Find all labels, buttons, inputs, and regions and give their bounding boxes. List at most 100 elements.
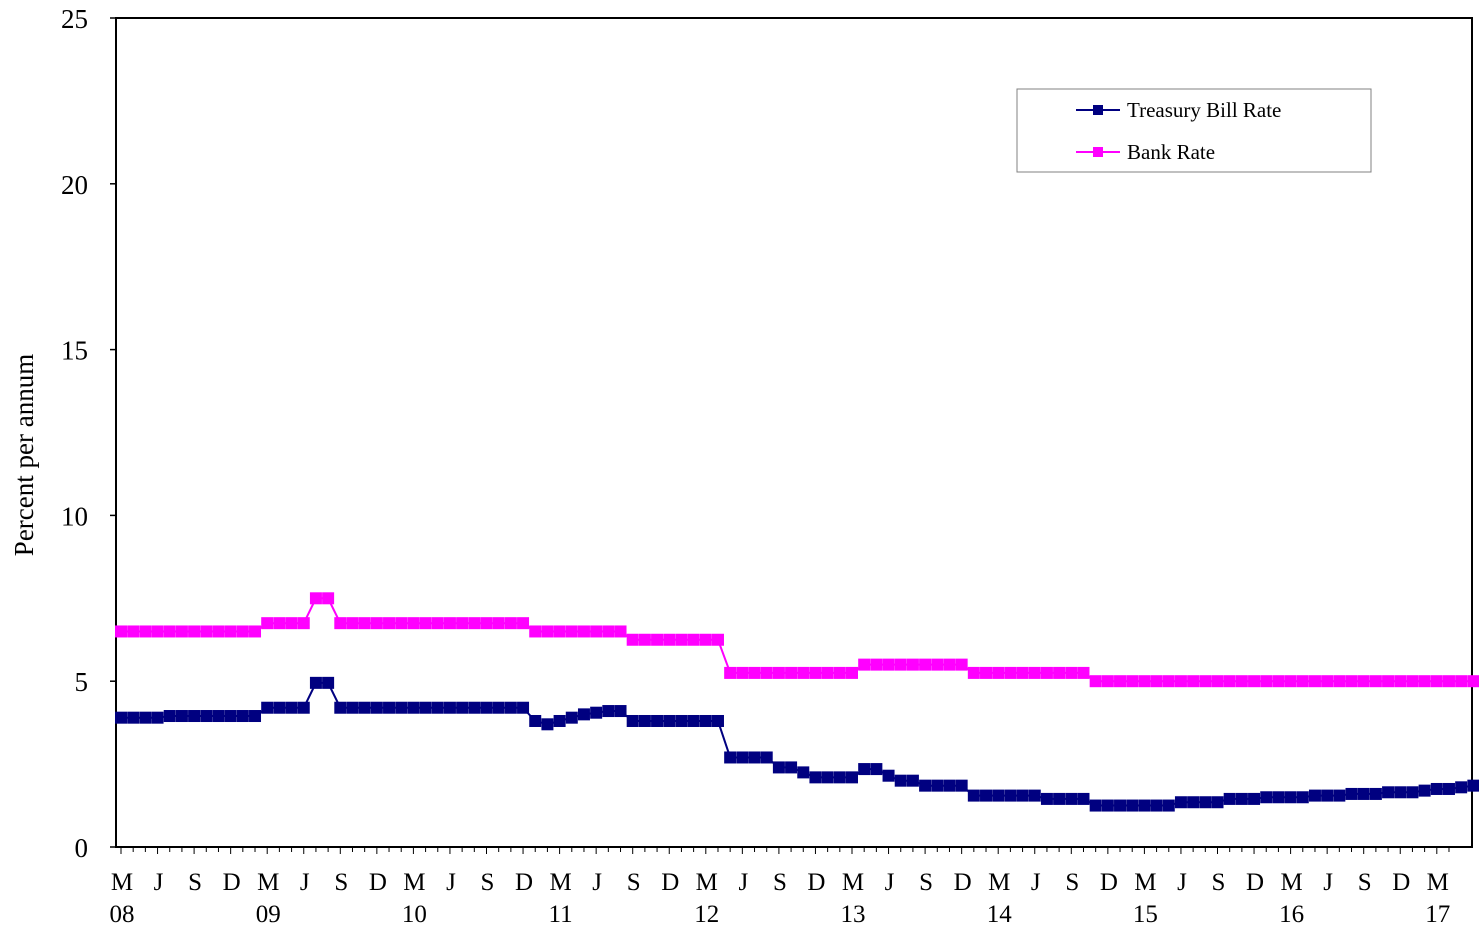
x-tick-label: J — [885, 869, 895, 896]
x-tick-label: S — [919, 869, 933, 896]
data-point-treasury-bill-rate — [188, 710, 201, 723]
x-tick-label: M — [257, 869, 279, 896]
x-tick-label: J — [592, 869, 602, 896]
data-point-bank-rate — [663, 633, 676, 646]
data-point-bank-rate — [687, 633, 700, 646]
x-tick-label: S — [481, 869, 495, 896]
series-points-bank-rate — [115, 592, 1479, 688]
data-point-treasury-bill-rate — [504, 701, 517, 714]
x-tick-label: D — [807, 869, 825, 896]
data-point-treasury-bill-rate — [407, 701, 420, 714]
data-point-bank-rate — [919, 658, 932, 671]
x-tick-label: M — [842, 869, 864, 896]
data-point-treasury-bill-rate — [1150, 799, 1163, 812]
x-year-label: 13 — [841, 901, 866, 928]
data-point-bank-rate — [1272, 675, 1285, 688]
x-tick-label: M — [403, 869, 425, 896]
data-point-treasury-bill-rate — [1406, 786, 1419, 799]
data-point-treasury-bill-rate — [870, 763, 883, 776]
data-point-bank-rate — [724, 666, 737, 679]
data-point-treasury-bill-rate — [1223, 792, 1236, 805]
data-point-bank-rate — [1296, 675, 1309, 688]
data-point-treasury-bill-rate — [833, 771, 846, 784]
data-point-bank-rate — [1101, 675, 1114, 688]
data-point-treasury-bill-rate — [943, 779, 956, 792]
data-point-bank-rate — [1174, 675, 1187, 688]
x-tick-label: D — [223, 869, 241, 896]
data-point-treasury-bill-rate — [175, 710, 188, 723]
data-point-bank-rate — [748, 666, 761, 679]
data-point-treasury-bill-rate — [431, 701, 444, 714]
data-point-treasury-bill-rate — [1467, 779, 1479, 792]
data-point-treasury-bill-rate — [980, 789, 993, 802]
data-point-treasury-bill-rate — [1114, 799, 1127, 812]
data-point-treasury-bill-rate — [139, 711, 152, 724]
x-year-label: 08 — [110, 901, 135, 928]
data-point-bank-rate — [309, 592, 322, 605]
data-point-treasury-bill-rate — [273, 701, 286, 714]
data-point-treasury-bill-rate — [785, 761, 798, 774]
x-tick-label: S — [188, 869, 202, 896]
x-tick-label: M — [696, 869, 718, 896]
data-point-bank-rate — [1114, 675, 1127, 688]
data-point-bank-rate — [760, 666, 773, 679]
data-point-bank-rate — [943, 658, 956, 671]
legend-label-bank-rate: Bank Rate — [1127, 140, 1215, 164]
data-point-bank-rate — [1138, 675, 1151, 688]
data-point-treasury-bill-rate — [748, 751, 761, 764]
data-point-treasury-bill-rate — [724, 751, 737, 764]
data-point-treasury-bill-rate — [322, 676, 335, 689]
data-point-treasury-bill-rate — [687, 714, 700, 727]
y-tick-label: 25 — [61, 4, 88, 34]
data-point-bank-rate — [322, 592, 335, 605]
data-point-bank-rate — [456, 617, 469, 630]
data-point-bank-rate — [833, 666, 846, 679]
data-point-treasury-bill-rate — [1248, 792, 1261, 805]
data-point-bank-rate — [626, 633, 639, 646]
data-point-bank-rate — [1321, 675, 1334, 688]
data-point-bank-rate — [651, 633, 664, 646]
x-tick-label: M — [1280, 869, 1302, 896]
data-point-bank-rate — [1284, 675, 1297, 688]
data-point-treasury-bill-rate — [1308, 789, 1321, 802]
y-tick-label: 5 — [75, 667, 89, 697]
data-point-bank-rate — [1235, 675, 1248, 688]
data-point-bank-rate — [1211, 675, 1224, 688]
data-point-treasury-bill-rate — [443, 701, 456, 714]
x-tick-label: D — [954, 869, 972, 896]
data-point-bank-rate — [1187, 675, 1200, 688]
data-point-bank-rate — [163, 625, 176, 638]
data-point-treasury-bill-rate — [297, 701, 310, 714]
data-point-bank-rate — [139, 625, 152, 638]
data-point-bank-rate — [736, 666, 749, 679]
data-point-bank-rate — [200, 625, 213, 638]
data-point-treasury-bill-rate — [1296, 791, 1309, 804]
legend-marker-bank-rate — [1093, 147, 1103, 157]
x-tick-label: S — [1065, 869, 1079, 896]
data-point-treasury-bill-rate — [309, 676, 322, 689]
data-point-bank-rate — [419, 617, 432, 630]
data-point-bank-rate — [980, 666, 993, 679]
data-point-treasury-bill-rate — [151, 711, 164, 724]
data-point-treasury-bill-rate — [894, 774, 907, 787]
x-tick-label: S — [1358, 869, 1372, 896]
y-tick-label: 15 — [61, 336, 88, 366]
data-point-bank-rate — [346, 617, 359, 630]
x-tick-label: S — [1212, 869, 1226, 896]
data-point-bank-rate — [261, 617, 274, 630]
data-point-treasury-bill-rate — [858, 763, 871, 776]
data-point-bank-rate — [492, 617, 505, 630]
data-point-treasury-bill-rate — [1077, 792, 1090, 805]
data-point-treasury-bill-rate — [1126, 799, 1139, 812]
data-point-bank-rate — [1308, 675, 1321, 688]
data-point-bank-rate — [249, 625, 262, 638]
data-point-treasury-bill-rate — [1004, 789, 1017, 802]
data-point-treasury-bill-rate — [492, 701, 505, 714]
y-axis-label: Percent per annum — [9, 354, 39, 556]
y-tick-label: 0 — [75, 833, 89, 863]
data-point-bank-rate — [1040, 666, 1053, 679]
data-point-bank-rate — [358, 617, 371, 630]
data-point-treasury-bill-rate — [919, 779, 932, 792]
data-point-treasury-bill-rate — [480, 701, 493, 714]
legend: Treasury Bill Rate Bank Rate — [1016, 88, 1372, 173]
